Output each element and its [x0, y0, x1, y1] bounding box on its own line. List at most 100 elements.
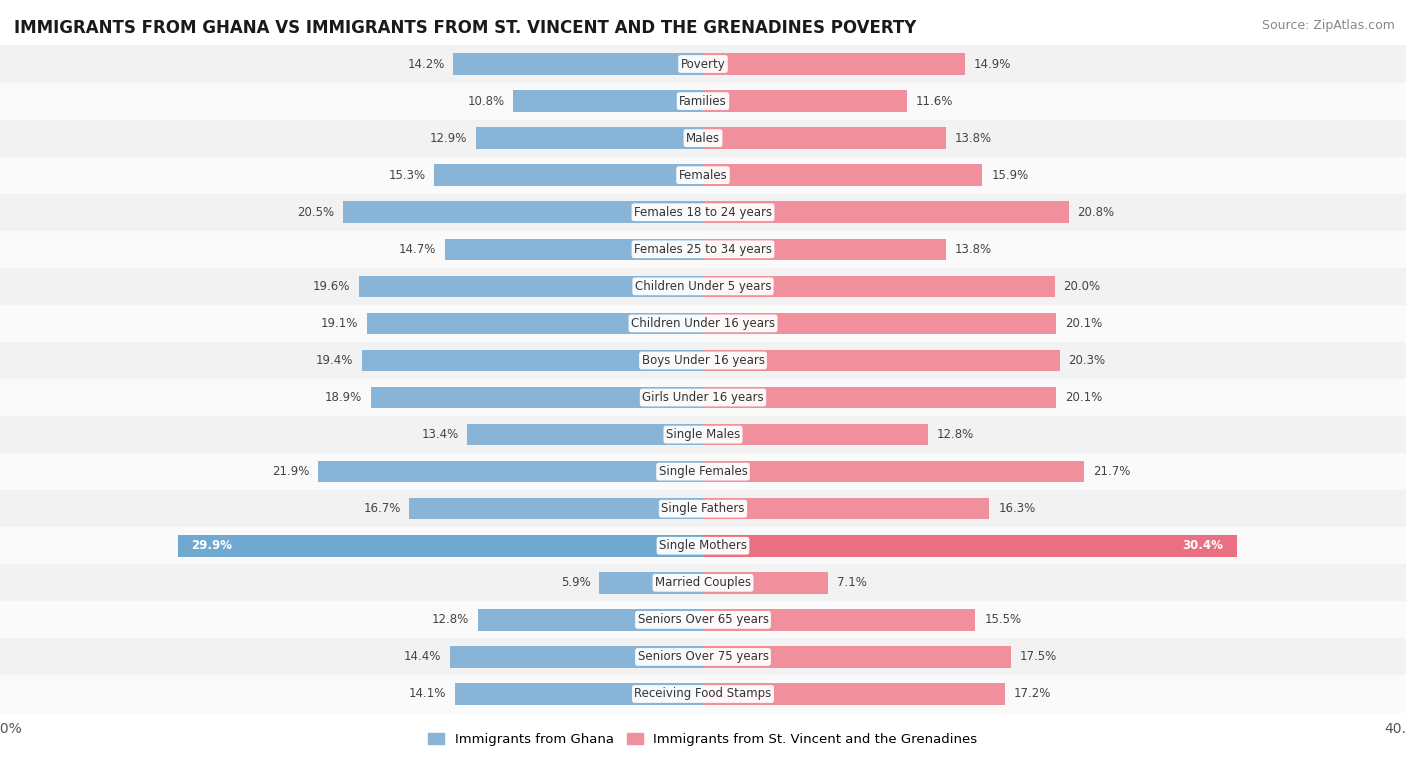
Text: 14.7%: 14.7%	[398, 243, 436, 255]
Bar	[703, 572, 828, 594]
Bar	[367, 312, 703, 334]
Text: 15.5%: 15.5%	[984, 613, 1021, 626]
Text: 12.8%: 12.8%	[432, 613, 470, 626]
Text: Source: ZipAtlas.com: Source: ZipAtlas.com	[1261, 19, 1395, 32]
Bar	[0, 83, 1406, 120]
Bar	[703, 646, 1011, 668]
Text: Families: Families	[679, 95, 727, 108]
Bar	[0, 268, 1406, 305]
Bar	[513, 90, 703, 112]
Bar	[0, 528, 1406, 564]
Text: 16.3%: 16.3%	[998, 503, 1035, 515]
Text: Children Under 16 years: Children Under 16 years	[631, 317, 775, 330]
Bar	[0, 564, 1406, 601]
Text: Females: Females	[679, 169, 727, 182]
Text: Poverty: Poverty	[681, 58, 725, 70]
Text: 20.0%: 20.0%	[1063, 280, 1101, 293]
Text: Single Males: Single Males	[666, 428, 740, 441]
Bar	[0, 305, 1406, 342]
Bar	[703, 498, 990, 519]
Text: 20.5%: 20.5%	[297, 205, 335, 219]
Bar	[318, 461, 703, 482]
Bar	[0, 45, 1406, 83]
Text: Single Mothers: Single Mothers	[659, 539, 747, 553]
Text: 14.1%: 14.1%	[409, 688, 447, 700]
Text: 12.8%: 12.8%	[936, 428, 974, 441]
Text: 14.9%: 14.9%	[973, 58, 1011, 70]
Text: IMMIGRANTS FROM GHANA VS IMMIGRANTS FROM ST. VINCENT AND THE GRENADINES POVERTY: IMMIGRANTS FROM GHANA VS IMMIGRANTS FROM…	[14, 19, 917, 37]
Bar	[444, 239, 703, 260]
Text: 20.1%: 20.1%	[1066, 391, 1102, 404]
Text: 13.8%: 13.8%	[955, 132, 991, 145]
Bar	[477, 127, 703, 149]
Bar	[599, 572, 703, 594]
Bar	[467, 424, 703, 446]
Text: 19.1%: 19.1%	[321, 317, 359, 330]
Text: Girls Under 16 years: Girls Under 16 years	[643, 391, 763, 404]
Bar	[703, 239, 945, 260]
Bar	[0, 601, 1406, 638]
Text: 17.2%: 17.2%	[1014, 688, 1052, 700]
Bar	[0, 675, 1406, 713]
Text: 19.6%: 19.6%	[312, 280, 350, 293]
Bar	[703, 424, 928, 446]
Text: 12.9%: 12.9%	[430, 132, 467, 145]
Bar	[371, 387, 703, 409]
Text: 7.1%: 7.1%	[837, 576, 866, 589]
Text: 20.3%: 20.3%	[1069, 354, 1105, 367]
Bar	[0, 194, 1406, 230]
Bar	[0, 416, 1406, 453]
Text: 11.6%: 11.6%	[915, 95, 953, 108]
Text: 10.8%: 10.8%	[467, 95, 505, 108]
Text: 20.8%: 20.8%	[1077, 205, 1115, 219]
Text: 14.4%: 14.4%	[404, 650, 441, 663]
Text: 21.7%: 21.7%	[1094, 465, 1130, 478]
Text: 13.4%: 13.4%	[422, 428, 458, 441]
Text: Females 18 to 24 years: Females 18 to 24 years	[634, 205, 772, 219]
Text: 29.9%: 29.9%	[191, 539, 232, 553]
Bar	[703, 312, 1056, 334]
Text: 21.9%: 21.9%	[271, 465, 309, 478]
Text: Males: Males	[686, 132, 720, 145]
Bar	[456, 683, 703, 705]
Bar	[0, 453, 1406, 490]
Bar	[0, 342, 1406, 379]
Bar	[343, 202, 703, 223]
Bar	[454, 53, 703, 75]
Text: 5.9%: 5.9%	[561, 576, 591, 589]
Bar	[703, 127, 945, 149]
Text: 14.2%: 14.2%	[408, 58, 444, 70]
Bar	[703, 535, 1237, 556]
Bar	[0, 490, 1406, 528]
Text: 20.1%: 20.1%	[1066, 317, 1102, 330]
Bar	[703, 683, 1005, 705]
Text: Seniors Over 75 years: Seniors Over 75 years	[637, 650, 769, 663]
Bar	[450, 646, 703, 668]
Text: Single Fathers: Single Fathers	[661, 503, 745, 515]
Bar	[703, 609, 976, 631]
Text: Married Couples: Married Couples	[655, 576, 751, 589]
Bar	[0, 638, 1406, 675]
Text: 16.7%: 16.7%	[363, 503, 401, 515]
Bar	[703, 276, 1054, 297]
Text: 13.8%: 13.8%	[955, 243, 991, 255]
Bar	[703, 461, 1084, 482]
Text: Females 25 to 34 years: Females 25 to 34 years	[634, 243, 772, 255]
Bar	[478, 609, 703, 631]
Bar	[434, 164, 703, 186]
Bar	[359, 276, 703, 297]
Text: Receiving Food Stamps: Receiving Food Stamps	[634, 688, 772, 700]
Legend: Immigrants from Ghana, Immigrants from St. Vincent and the Grenadines: Immigrants from Ghana, Immigrants from S…	[423, 728, 983, 751]
Bar	[0, 157, 1406, 194]
Text: Single Females: Single Females	[658, 465, 748, 478]
Bar	[703, 387, 1056, 409]
Bar	[409, 498, 703, 519]
Text: Boys Under 16 years: Boys Under 16 years	[641, 354, 765, 367]
Text: 17.5%: 17.5%	[1019, 650, 1056, 663]
Bar	[363, 349, 703, 371]
Text: 19.4%: 19.4%	[316, 354, 353, 367]
Bar	[0, 379, 1406, 416]
Text: Children Under 5 years: Children Under 5 years	[634, 280, 772, 293]
Bar	[703, 202, 1069, 223]
Text: 30.4%: 30.4%	[1182, 539, 1223, 553]
